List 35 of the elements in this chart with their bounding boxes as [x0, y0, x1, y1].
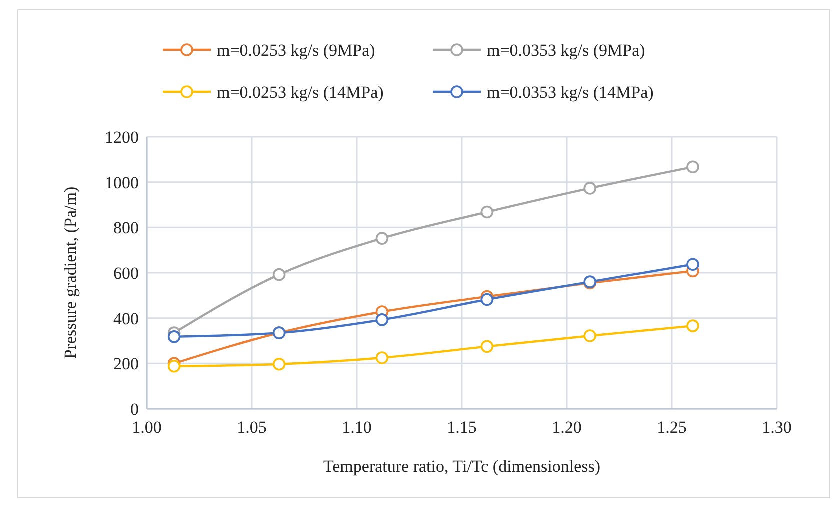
x-tick-label: 1.10 [342, 418, 372, 437]
y-tick-label: 200 [114, 354, 139, 374]
y-tick-label: 400 [114, 309, 139, 328]
point [168, 360, 181, 373]
point [480, 340, 494, 354]
legend-label: m=0.0253 kg/s (14MPa) [217, 83, 384, 102]
point [480, 206, 494, 219]
y-tick-label: 800 [114, 218, 139, 238]
y-tick-label: 600 [114, 264, 139, 283]
x-tick-label: 1.15 [447, 418, 477, 437]
point [686, 160, 700, 174]
point [168, 330, 181, 344]
x-axis-title: Temperature ratio, Ti/Tc (dimensionless) [323, 457, 601, 476]
x-tick-label: 1.05 [237, 418, 267, 437]
point [584, 182, 596, 195]
legend-label: m=0.0353 kg/s (9MPa) [487, 41, 646, 60]
point [272, 358, 286, 371]
y-tick-label: 1200 [105, 128, 139, 147]
point [686, 320, 700, 332]
x-tick-label: 1.20 [552, 418, 582, 437]
x-tick-label: 1.25 [657, 418, 687, 437]
point [376, 352, 389, 364]
legend-label: m=0.0253 kg/s (9MPa) [217, 41, 376, 60]
point [686, 258, 700, 272]
point [480, 293, 494, 306]
legend-label: m=0.0353 kg/s (14MPa) [487, 83, 654, 102]
y-tick-label: 1000 [105, 173, 139, 192]
y-axis-title: Pressure gradient, (Pa/m) [61, 186, 80, 360]
point [584, 330, 596, 342]
point [376, 314, 389, 326]
y-tick-label: 0 [130, 400, 139, 419]
x-tick-label: 1.30 [762, 418, 792, 437]
point [272, 268, 286, 282]
x-tick-label: 1.00 [132, 418, 162, 437]
point [376, 232, 389, 245]
